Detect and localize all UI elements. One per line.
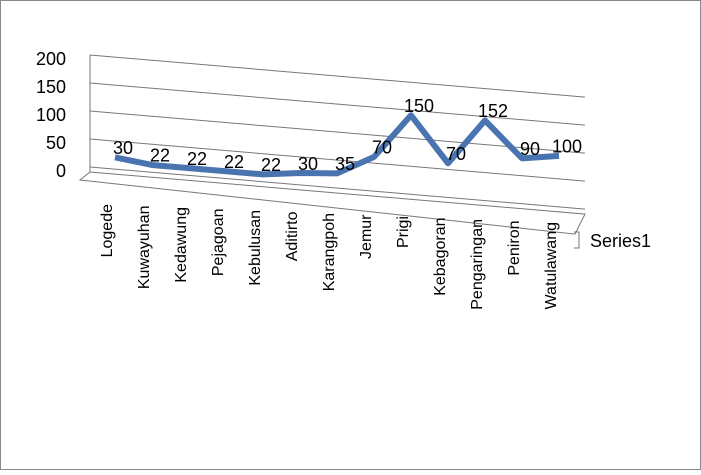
x-tick-label: Watulawang	[543, 222, 560, 309]
data-label: 70	[372, 138, 392, 158]
y-tick-label: 100	[36, 105, 66, 125]
data-label: 100	[552, 137, 582, 157]
x-tick-label: Jemur	[358, 214, 375, 259]
x-tick-label: Karangpoh	[321, 213, 338, 291]
data-label: 152	[478, 101, 508, 121]
x-tick-label: Pengaringan	[469, 219, 486, 310]
y-tick-label: 0	[56, 161, 66, 181]
data-label: 22	[261, 155, 281, 175]
x-tick-label: Kebulusan	[247, 210, 264, 286]
legend-key	[574, 231, 580, 249]
data-label: 70	[446, 144, 466, 164]
grid-line	[89, 54, 586, 98]
grid-line	[89, 166, 586, 210]
grid-line	[89, 82, 586, 126]
grid-line	[89, 138, 586, 182]
x-tick-label: Logede	[99, 204, 116, 257]
y-tick-label: 50	[46, 133, 66, 153]
data-label: 22	[187, 149, 207, 169]
x-tick-label: Kedawung	[173, 207, 190, 283]
data-label: 150	[404, 96, 434, 116]
data-label: 22	[150, 146, 170, 166]
y-tick-label: 150	[36, 77, 66, 97]
x-tick-label: Kuwayuhan	[136, 206, 153, 290]
data-label: 22	[224, 152, 244, 172]
x-tick-label: Kebagoran	[432, 218, 449, 296]
data-label: 35	[335, 154, 355, 174]
legend-label: Series1	[590, 231, 651, 251]
x-tick-label: Pejagoan	[210, 209, 227, 277]
x-tick-label: Aditirto	[284, 211, 301, 261]
x-tick-label: Prigi	[395, 216, 412, 248]
series-line	[114, 112, 560, 178]
x-tick-label: Peniron	[506, 221, 523, 276]
grid-line	[89, 110, 586, 154]
data-label: 30	[113, 138, 133, 158]
data-label: 30	[298, 154, 318, 174]
data-label: 90	[520, 139, 540, 159]
floor	[78, 171, 586, 235]
y-tick-label: 200	[36, 49, 66, 69]
